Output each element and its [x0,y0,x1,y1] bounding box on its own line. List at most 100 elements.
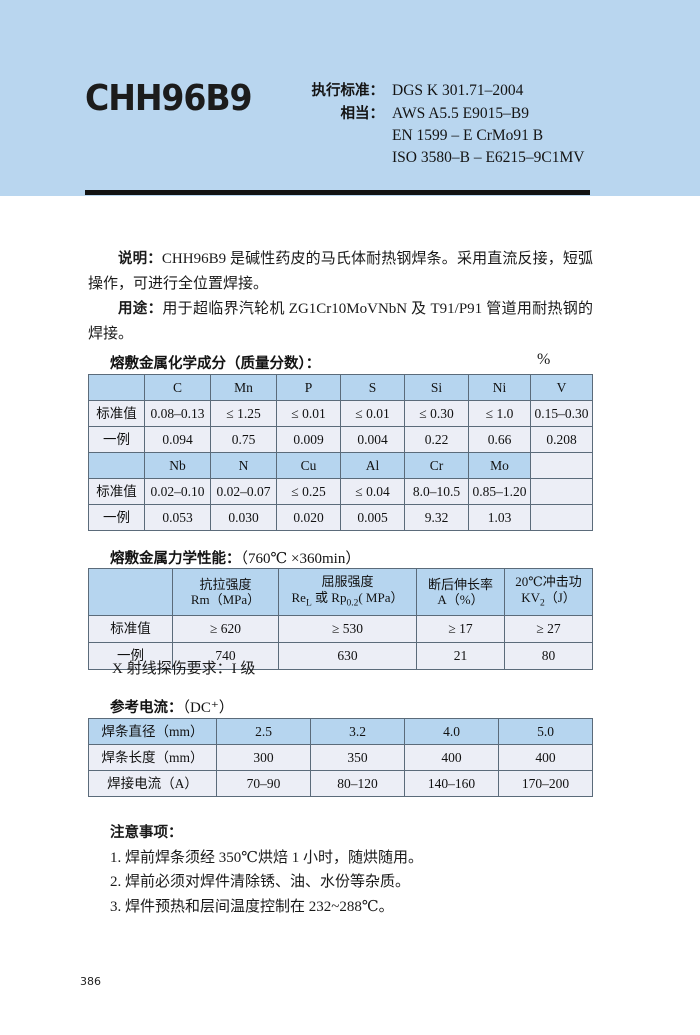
current-caption-condition: （DC⁺） [182,700,234,716]
cell: ≤ 0.04 [340,478,405,505]
cell [530,478,593,505]
cell: ≤ 0.01 [276,400,341,427]
cell: 9.32 [404,504,469,531]
cell: 0.004 [340,426,405,453]
table-row: 一例 0.053 0.030 0.020 0.005 9.32 1.03 [88,504,593,531]
cell [530,504,593,531]
standard-row: 相当： AWS A5.5 E9015–B9 [300,103,630,126]
note-item: 1. 焊前焊条须经 350℃烘焙 1 小时，随烘随用。 [110,849,424,866]
row-label: 一例 [88,426,145,453]
cell: ≥ 530 [278,615,417,643]
cell: 0.75 [210,426,277,453]
current-caption-text: 参考电流： [110,700,183,716]
header-line1: 断后伸长率 [427,576,493,592]
cell: Si [404,374,469,401]
header-line1: 20℃冲击功 [515,574,582,590]
row-label: 标准值 [88,478,145,505]
cell: 0.005 [340,504,405,531]
description-label: 说明： [118,251,162,267]
cell: 3.2 [310,718,405,745]
cell [88,568,173,616]
cell: ≥ 17 [416,615,505,643]
mechanical-caption-condition: （760℃ ×360min） [240,551,361,567]
standard-row: 执行标准： DGS K 301.71–2004 [300,80,630,103]
current-caption: 参考电流：（DC⁺） [110,696,234,717]
header-line1: 抗拉强度 [199,576,252,592]
standard-row: EN 1599 – E CrMo91 B [300,125,630,147]
cell: 0.22 [404,426,469,453]
usage-label: 用途： [118,301,163,317]
cell: V [530,374,593,401]
cell: 0.85–1.20 [468,478,531,505]
standard-label: 执行标准： [311,83,385,99]
cell: 170–200 [498,770,593,797]
mechanical-caption: 熔敷金属力学性能：（760℃ ×360min） [110,547,360,568]
cell: 20℃冲击功 KV2（J） [504,568,593,616]
cell: 2.5 [216,718,311,745]
row-label: 一例 [88,642,173,670]
cell: 屈服强度 ReL 或 Rp0.2( MPa） [278,568,417,616]
page-number: 386 [80,975,101,988]
cell: 8.0–10.5 [404,478,469,505]
standard-row: ISO 3580–B – E6215–9C1MV [300,147,630,169]
cell: 4.0 [404,718,499,745]
cell: Al [340,452,405,479]
row-label: 焊条直径（mm） [88,718,217,745]
product-title: CHH96B9 [85,78,253,119]
header-line2: A（%） [437,592,484,607]
standard-label: 相当： [340,105,385,122]
cell: 1.03 [468,504,531,531]
header-divider-rule [85,190,590,195]
table-row: Nb N Cu Al Cr Mo [88,452,593,479]
cell: 0.08–0.13 [144,400,211,427]
description-text: CHH96B9 是碱性药皮的马氏体耐热钢焊条。采用直流反接，短弧操作，可进行全位… [88,251,594,292]
row-label: 一例 [88,504,145,531]
row-label: 标准值 [88,400,145,427]
cell: ≤ 1.25 [210,400,277,427]
table-row: 标准值 ≥ 620 ≥ 530 ≥ 17 ≥ 27 [88,615,593,643]
cell: Cr [404,452,469,479]
mechanical-table: 抗拉强度 Rm（MPa） 屈服强度 ReL 或 Rp0.2( MPa） 断后伸长… [88,568,593,670]
cell: 0.094 [144,426,211,453]
table-row: 标准值 0.08–0.13 ≤ 1.25 ≤ 0.01 ≤ 0.01 ≤ 0.3… [88,400,593,427]
cell: ≤ 0.25 [276,478,341,505]
cell: ≤ 1.0 [468,400,531,427]
cell [530,452,593,479]
table-row: 抗拉强度 Rm（MPa） 屈服强度 ReL 或 Rp0.2( MPa） 断后伸长… [88,568,593,616]
cell: 抗拉强度 Rm（MPa） [172,568,279,616]
cell: ≤ 0.30 [404,400,469,427]
cell: 5.0 [498,718,593,745]
chemistry-caption: 熔敷金属化学成分（质量分数）： [110,356,321,372]
cell: 0.020 [276,504,341,531]
cell: 0.15–0.30 [530,400,593,427]
cell: 80 [504,642,593,670]
standard-value: DGS K 301.71–2004 [392,82,524,99]
cell: 350 [310,744,405,771]
table-row: 一例 740 630 21 80 [88,642,593,670]
cell: ≤ 0.01 [340,400,405,427]
cell: 21 [416,642,505,670]
usage-text: 用于超临界汽轮机 ZG1Cr10MoVNbN 及 T91/P91 管道用耐热钢的… [88,301,593,342]
cell: 400 [498,744,593,771]
row-label: 焊条长度（mm） [88,744,217,771]
mechanical-caption-text: 熔敷金属力学性能： [110,551,241,567]
standard-value: EN 1599 – E CrMo91 B [392,127,544,144]
cell [88,374,145,401]
description-paragraph: 说明：CHH96B9 是碱性药皮的马氏体耐热钢焊条。采用直流反接，短弧操作，可进… [88,247,593,297]
cell: 0.009 [276,426,341,453]
note-item: 3. 焊件预热和层间温度控制在 232~288℃。 [110,898,394,915]
notes-section: 注意事项： 1. 焊前焊条须经 350℃烘焙 1 小时，随烘随用。 2. 焊前必… [110,821,580,919]
cell: N [210,452,277,479]
cell: 740 [172,642,279,670]
table-row: 焊条长度（mm） 300 350 400 400 [88,744,593,771]
cell: 0.053 [144,504,211,531]
table-row: 焊接电流（A） 70–90 80–120 140–160 170–200 [88,770,593,797]
table-row: 标准值 0.02–0.10 0.02–0.07 ≤ 0.25 ≤ 0.04 8.… [88,478,593,505]
cell: ≥ 27 [504,615,593,643]
header-line1: 屈服强度 [321,574,374,590]
cell: 80–120 [310,770,405,797]
cell: 140–160 [404,770,499,797]
cell: 0.208 [530,426,593,453]
cell: Mn [210,374,277,401]
xray-requirement: X 射线探伤要求：I 级 [112,661,256,677]
